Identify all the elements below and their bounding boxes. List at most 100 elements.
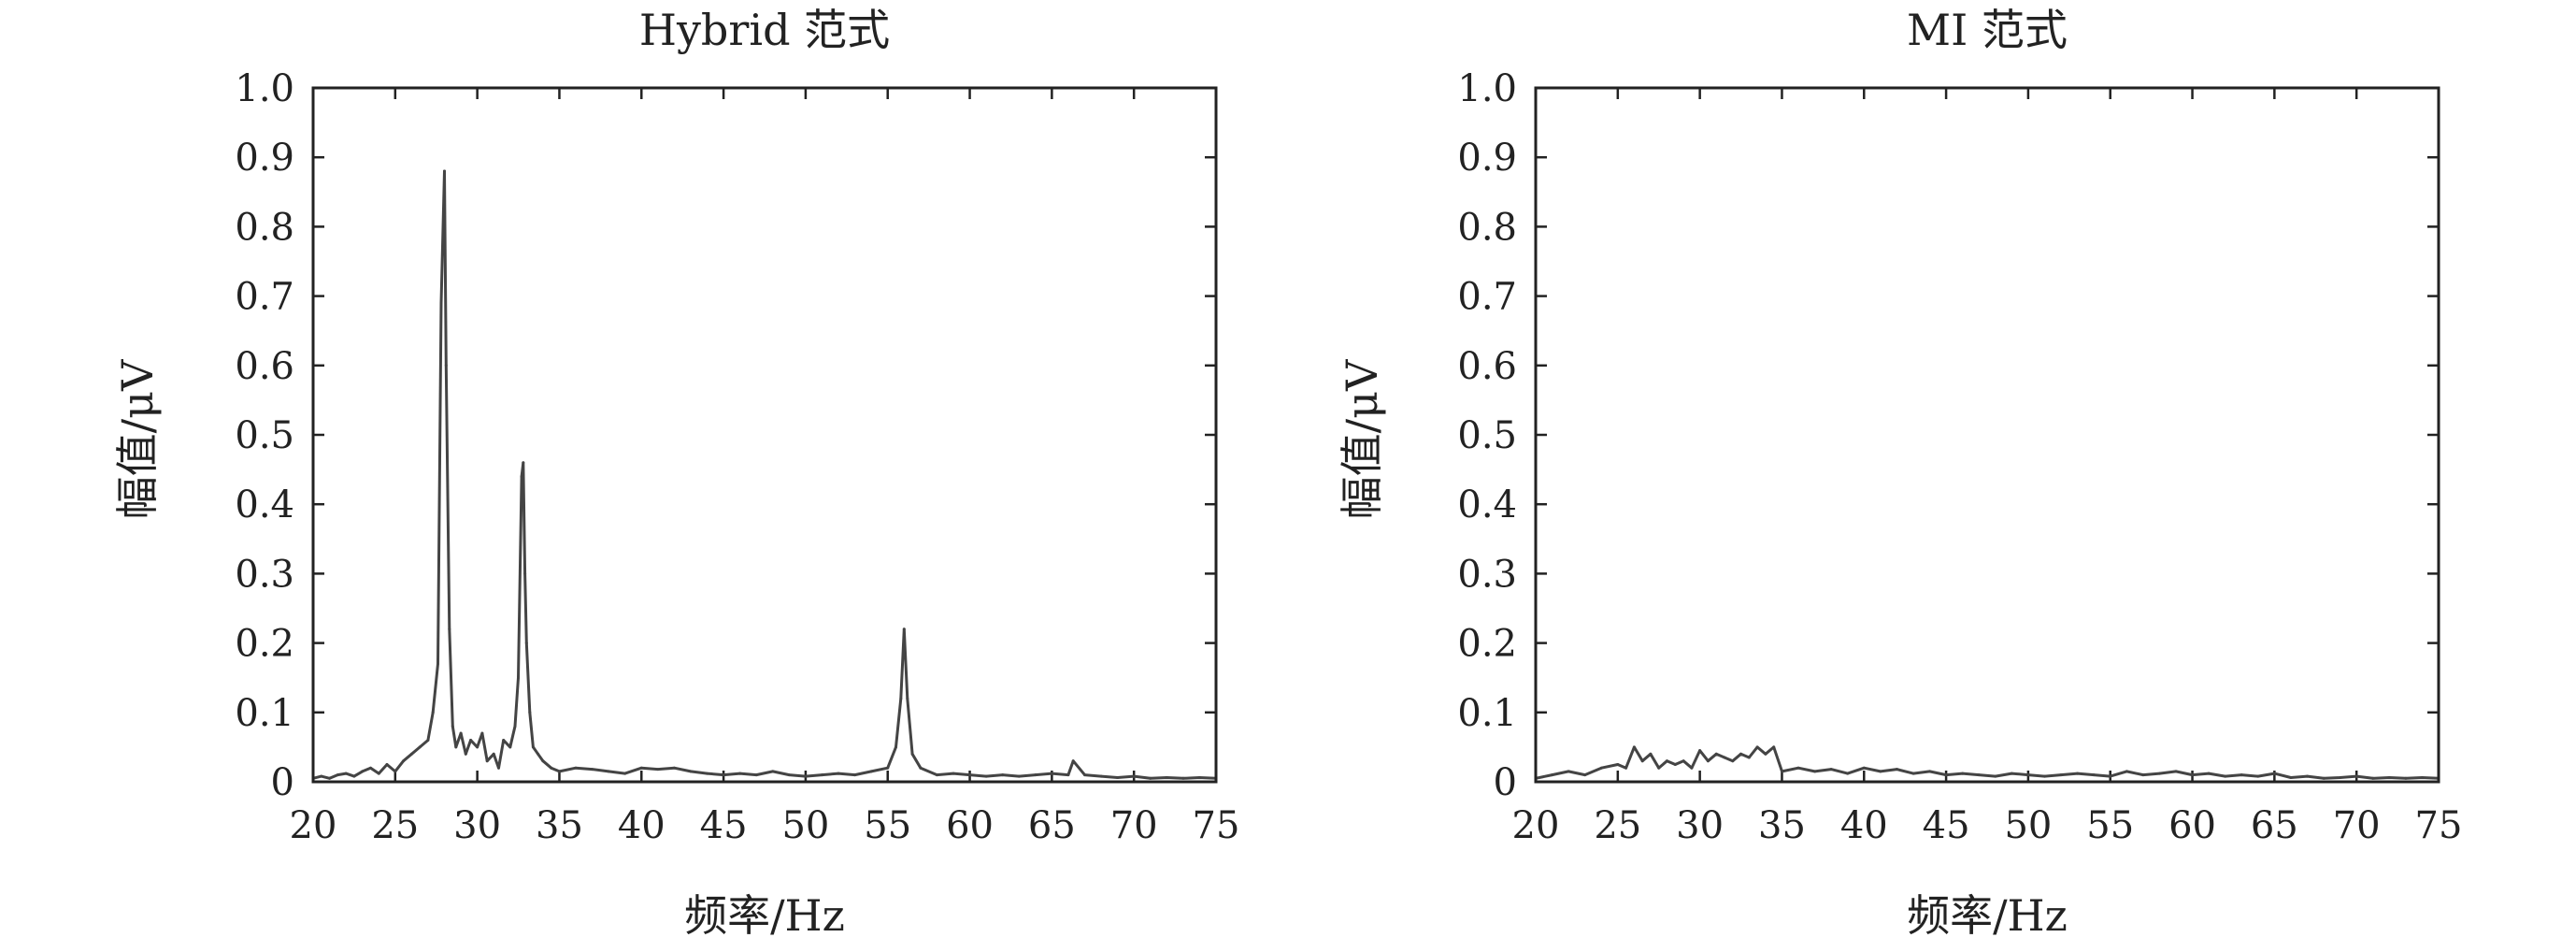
data-point — [607, 770, 610, 773]
data-point — [1034, 773, 1038, 777]
data-point — [869, 770, 873, 773]
y-tick-label: 0.5 — [235, 414, 294, 457]
data-point — [550, 766, 553, 770]
data-point — [804, 774, 808, 778]
data-point — [344, 772, 348, 775]
data-point — [821, 773, 823, 777]
x-tick-label: 45 — [1923, 804, 1970, 847]
data-point — [1197, 776, 1201, 779]
data-point — [497, 766, 500, 770]
data-point — [541, 759, 545, 763]
x-axis-label: 频率/Hz — [1907, 890, 2068, 941]
data-point — [771, 770, 775, 773]
data-point — [1862, 766, 1866, 770]
data-point — [2240, 773, 2243, 777]
data-point — [492, 752, 495, 756]
data-point — [2420, 776, 2424, 779]
data-point — [672, 766, 676, 770]
data-point — [2289, 776, 2293, 779]
data-point — [1846, 772, 1850, 775]
data-point — [451, 725, 454, 728]
data-point — [385, 763, 389, 766]
data-point — [689, 770, 693, 773]
data-point — [2043, 774, 2046, 778]
plot-area — [1534, 745, 2440, 780]
y-tick-label: 0.2 — [1457, 623, 1517, 666]
data-point — [906, 697, 909, 700]
y-tick-label: 0.5 — [1457, 414, 1517, 457]
data-point — [1747, 756, 1751, 759]
data-point — [522, 461, 525, 465]
data-point — [1698, 749, 1702, 753]
data-point — [1149, 776, 1152, 780]
x-tick-label: 50 — [781, 804, 829, 847]
y-tick-label: 0.7 — [235, 276, 294, 319]
data-point — [853, 773, 857, 777]
data-point — [787, 773, 791, 777]
x-tick-label: 20 — [290, 804, 337, 847]
data-point — [558, 770, 561, 773]
data-point — [1116, 776, 1120, 779]
data-point — [1165, 776, 1168, 779]
x-tick-label: 25 — [371, 804, 419, 847]
data-point — [1657, 766, 1661, 770]
data-point — [1796, 766, 1800, 770]
x-tick-label: 25 — [1594, 804, 1641, 847]
data-point — [1977, 773, 1981, 777]
data-point — [476, 745, 479, 749]
data-point — [2272, 772, 2276, 775]
data-point — [2191, 773, 2194, 777]
x-tick-label: 70 — [2333, 804, 2381, 847]
data-point — [436, 662, 439, 666]
data-point — [1911, 772, 1915, 775]
data-point — [1755, 745, 1759, 749]
y-axis-label: 幅值/μV — [112, 359, 163, 519]
x-tick-label: 70 — [1110, 804, 1158, 847]
data-point — [1690, 766, 1694, 770]
tick-group: 20 25 30 35 40 45 50 55 60 65 70 75 0 0.1 0.2 0.3 0.4 0.5… — [235, 67, 1239, 847]
data-point — [448, 627, 451, 631]
data-point — [377, 772, 380, 775]
y-tick-label: 0 — [1494, 761, 1517, 804]
data-point — [952, 772, 955, 775]
data-point — [502, 739, 506, 742]
data-point — [443, 169, 446, 173]
x-tick-label: 20 — [1512, 804, 1560, 847]
data-point — [369, 766, 372, 770]
data-point — [902, 627, 906, 631]
x-tick-label: 30 — [453, 804, 501, 847]
data-point — [480, 731, 484, 735]
data-point — [485, 759, 489, 763]
data-point — [1050, 772, 1053, 775]
data-point — [1772, 745, 1776, 749]
data-point — [1132, 774, 1136, 778]
data-point — [2224, 774, 2227, 778]
x-tick-label: 60 — [946, 804, 994, 847]
x-tick-label: 35 — [536, 804, 583, 847]
data-point — [2306, 774, 2309, 778]
data-point — [1017, 774, 1021, 778]
data-point — [1928, 770, 1931, 773]
data-point — [469, 739, 473, 742]
data-point — [1961, 772, 1965, 775]
data-point — [886, 766, 890, 770]
data-point — [2354, 774, 2358, 778]
data-point — [2207, 772, 2211, 775]
data-point — [2371, 776, 2375, 780]
data-point — [2174, 770, 2178, 773]
data-point — [894, 745, 897, 749]
x-tick-label: 50 — [2004, 804, 2052, 847]
y-tick-label: 0 — [271, 761, 294, 804]
data-point — [968, 773, 971, 777]
data-point — [1895, 768, 1898, 772]
data-point — [623, 772, 627, 775]
data-point — [418, 745, 422, 749]
data-point — [1083, 773, 1086, 777]
data-point — [1551, 773, 1554, 777]
data-point — [1781, 770, 1783, 773]
data-point — [537, 752, 540, 756]
data-point — [402, 759, 406, 763]
data-point — [1616, 763, 1620, 766]
data-point — [1714, 752, 1718, 756]
data-point — [1944, 773, 1948, 777]
